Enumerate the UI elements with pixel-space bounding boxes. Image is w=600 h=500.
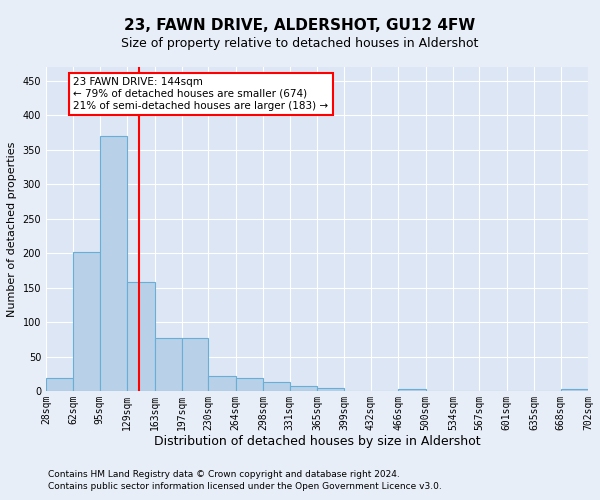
Text: Contains HM Land Registry data © Crown copyright and database right 2024.: Contains HM Land Registry data © Crown c… — [48, 470, 400, 479]
Bar — [208, 376, 236, 392]
Bar — [100, 136, 127, 392]
Text: Size of property relative to detached houses in Aldershot: Size of property relative to detached ho… — [121, 38, 479, 51]
Bar — [73, 252, 100, 392]
Bar — [398, 388, 425, 392]
Bar — [155, 338, 182, 392]
Bar — [317, 388, 344, 392]
Bar — [46, 378, 73, 392]
Text: Contains public sector information licensed under the Open Government Licence v3: Contains public sector information licen… — [48, 482, 442, 491]
Text: 23 FAWN DRIVE: 144sqm
← 79% of detached houses are smaller (674)
21% of semi-det: 23 FAWN DRIVE: 144sqm ← 79% of detached … — [73, 78, 328, 110]
Bar — [182, 338, 208, 392]
Bar — [127, 282, 155, 392]
Bar — [236, 378, 263, 392]
Bar — [561, 388, 588, 392]
Bar — [263, 382, 290, 392]
Text: 23, FAWN DRIVE, ALDERSHOT, GU12 4FW: 23, FAWN DRIVE, ALDERSHOT, GU12 4FW — [124, 18, 476, 32]
Bar — [290, 386, 317, 392]
X-axis label: Distribution of detached houses by size in Aldershot: Distribution of detached houses by size … — [154, 435, 481, 448]
Y-axis label: Number of detached properties: Number of detached properties — [7, 142, 17, 317]
